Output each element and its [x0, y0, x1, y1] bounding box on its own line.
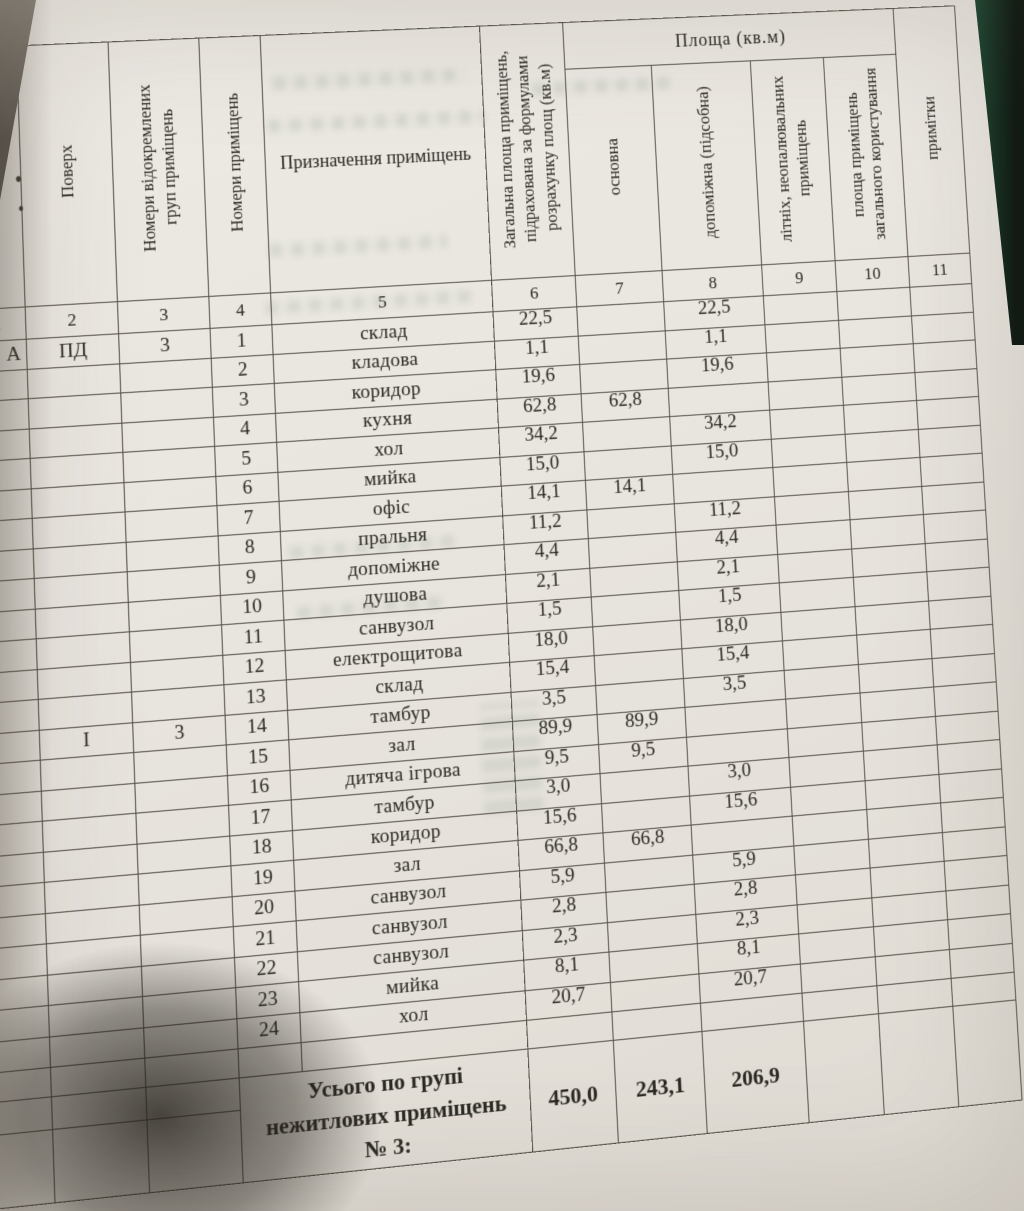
- notes-cell: [917, 396, 981, 428]
- totals-notes-cell: [953, 1000, 1022, 1107]
- totals-common-area-cell: [878, 1006, 958, 1114]
- room-number-cell: 5: [215, 442, 278, 476]
- summer-area-header-label: літніх, неопалювальних приміщень: [766, 61, 818, 257]
- notes-cell: [923, 510, 987, 543]
- group-column-header: Номери відокремлених груп приміщень: [108, 38, 209, 302]
- purpose-column-header: Призначення приміщень: [260, 26, 491, 293]
- totals-aux-area-cell: 206,9: [702, 1021, 809, 1133]
- column-number-cell: 7: [575, 271, 663, 307]
- room-number-cell: 4: [213, 413, 276, 447]
- room-number-column-header: Номери приміщень: [199, 35, 271, 296]
- notes-cell: [911, 312, 975, 344]
- group-header-label: Номери відокремлених груп приміщень: [132, 65, 184, 268]
- summer-area-cell: [765, 320, 840, 353]
- notes-cell: [920, 453, 984, 486]
- room-number-cell: 6: [216, 472, 279, 506]
- room-number-cell: 10: [220, 590, 283, 624]
- column-number-cell: 6: [492, 276, 577, 312]
- room-number-cell: 3: [212, 383, 275, 416]
- main-area-header-label: основна: [601, 138, 625, 196]
- notes-cell: [922, 482, 986, 515]
- room-number-cell: 9: [219, 561, 282, 595]
- total-area-column-header: Загальна площа приміщень, підрахована за…: [479, 23, 575, 281]
- corner-shadow: [0, 881, 460, 1211]
- notes-header-label: примітки: [919, 96, 943, 161]
- notes-cell: [918, 425, 982, 458]
- common-area-cell: [838, 315, 913, 348]
- room-number-cell: 1: [210, 325, 273, 358]
- floor-header-label: Поверх: [55, 144, 79, 198]
- column-number-cell: 10: [835, 257, 910, 292]
- room-number-cell: 2: [211, 354, 274, 387]
- photographed-document: Поверх Номери відокремлених груп приміще…: [0, 0, 1024, 1211]
- column-number-cell: 11: [908, 253, 972, 287]
- auxiliary-area-header-label: допоміжна (підсобна): [692, 86, 721, 239]
- column-number-cell: 4: [209, 293, 272, 328]
- common-area-header-label: площа приміщень загального користування: [839, 55, 892, 254]
- auxiliary-area-column-header: допоміжна (підсобна): [651, 61, 761, 271]
- room-number-cell: 7: [217, 501, 280, 535]
- notes-cell: [913, 340, 977, 372]
- totals-total-area-cell: 450,0: [528, 1040, 619, 1152]
- notes-cell: [915, 368, 979, 400]
- total-area-header-label: Загальна площа приміщень, підрахована за…: [490, 34, 565, 264]
- notes-cell: [910, 284, 974, 316]
- common-area-column-header: площа приміщень загального користування: [823, 54, 908, 260]
- totals-summer-area-cell: [804, 1014, 885, 1123]
- column-number-cell: 9: [762, 261, 837, 296]
- totals-main-area-cell: 243,1: [613, 1031, 707, 1142]
- common-area-cell: [837, 287, 912, 320]
- summer-area-column-header: літніх, неопалювальних приміщень: [750, 58, 835, 265]
- main-area-column-header: основна: [565, 65, 662, 275]
- room-number-cell: 8: [218, 531, 281, 565]
- summer-area-cell: [763, 292, 838, 325]
- room-number-cell: 11: [222, 620, 286, 655]
- room-number-header-label: Номери приміщень: [221, 93, 249, 233]
